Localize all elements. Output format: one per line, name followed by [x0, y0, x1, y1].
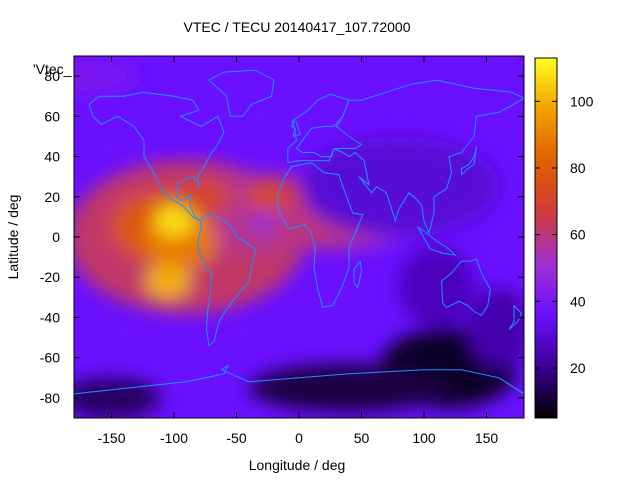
- coastline-australia: [441, 258, 491, 317]
- coastline-madagascar: [353, 260, 363, 289]
- coastline-indonesia: [417, 226, 457, 256]
- coastline-north-america: [88, 91, 225, 222]
- coastline-japan: [461, 146, 477, 176]
- y-tick-label: -60: [40, 350, 60, 366]
- x-tick-label: 0: [295, 430, 303, 446]
- heat-blob-17: [467, 287, 524, 368]
- x-tick-label: -50: [226, 430, 246, 446]
- heat-blob-7: [145, 263, 191, 300]
- y-tick-label: -20: [40, 269, 60, 285]
- coastline-uk: [290, 119, 301, 137]
- colorbar-tick-label: 60: [570, 227, 586, 243]
- x-tick-label: -100: [160, 430, 188, 446]
- coastline-europe: [287, 93, 350, 164]
- coastline-africa: [277, 162, 364, 308]
- y-tick-label: 80: [44, 68, 60, 84]
- x-tick-label: 100: [412, 430, 436, 446]
- colorbar-tick-label: 20: [570, 360, 586, 376]
- colorbar-tick-label: 40: [570, 293, 586, 309]
- colorbar: [534, 57, 558, 419]
- heat-blob-6: [154, 204, 194, 238]
- x-axis-label: Longitude / deg: [249, 457, 346, 473]
- coastlines: [74, 69, 524, 395]
- heat-blob-8: [177, 180, 233, 213]
- x-axis-ticks: -150 -100 -50 0 50 100 150: [97, 56, 498, 446]
- x-tick-label: 150: [475, 430, 499, 446]
- coastline-south-america: [197, 214, 256, 347]
- y-axis-ticks: -80 -60 -40 -20 0 20 40 60 80: [40, 68, 524, 406]
- chart-title: VTEC / TECU 20140417_107.72000: [183, 19, 410, 35]
- y-tick-label: 0: [52, 229, 60, 245]
- coastline-antarctica: [74, 364, 524, 395]
- colorbar-tick-label: 80: [570, 160, 586, 176]
- heat-blob-15: [74, 377, 162, 418]
- colorbar-tick-label: 100: [570, 93, 594, 109]
- coastline-greenland: [208, 69, 275, 117]
- y-tick-label: 20: [44, 189, 60, 205]
- x-tick-label: -150: [97, 430, 125, 446]
- coastline-asia: [333, 79, 524, 235]
- heat-blob-12: [299, 136, 499, 238]
- y-axis-label: Latitude / deg: [5, 195, 21, 280]
- y-tick-label: -80: [40, 390, 60, 406]
- y-tick-label: 60: [44, 108, 60, 124]
- heat-blob-16: [399, 247, 474, 328]
- y-tick-label: 40: [44, 149, 60, 165]
- heat-blob-14: [249, 363, 449, 412]
- heatmap-field: [74, 56, 524, 418]
- x-tick-label: 50: [354, 430, 370, 446]
- y-tick-label: -40: [40, 309, 60, 325]
- heat-blob-18: [74, 56, 137, 97]
- legend-label: 'Vtec_: [33, 61, 72, 77]
- colorbar-ticks: 20 40 60 80 100: [535, 93, 594, 376]
- coastline-new-zealand: [508, 305, 523, 330]
